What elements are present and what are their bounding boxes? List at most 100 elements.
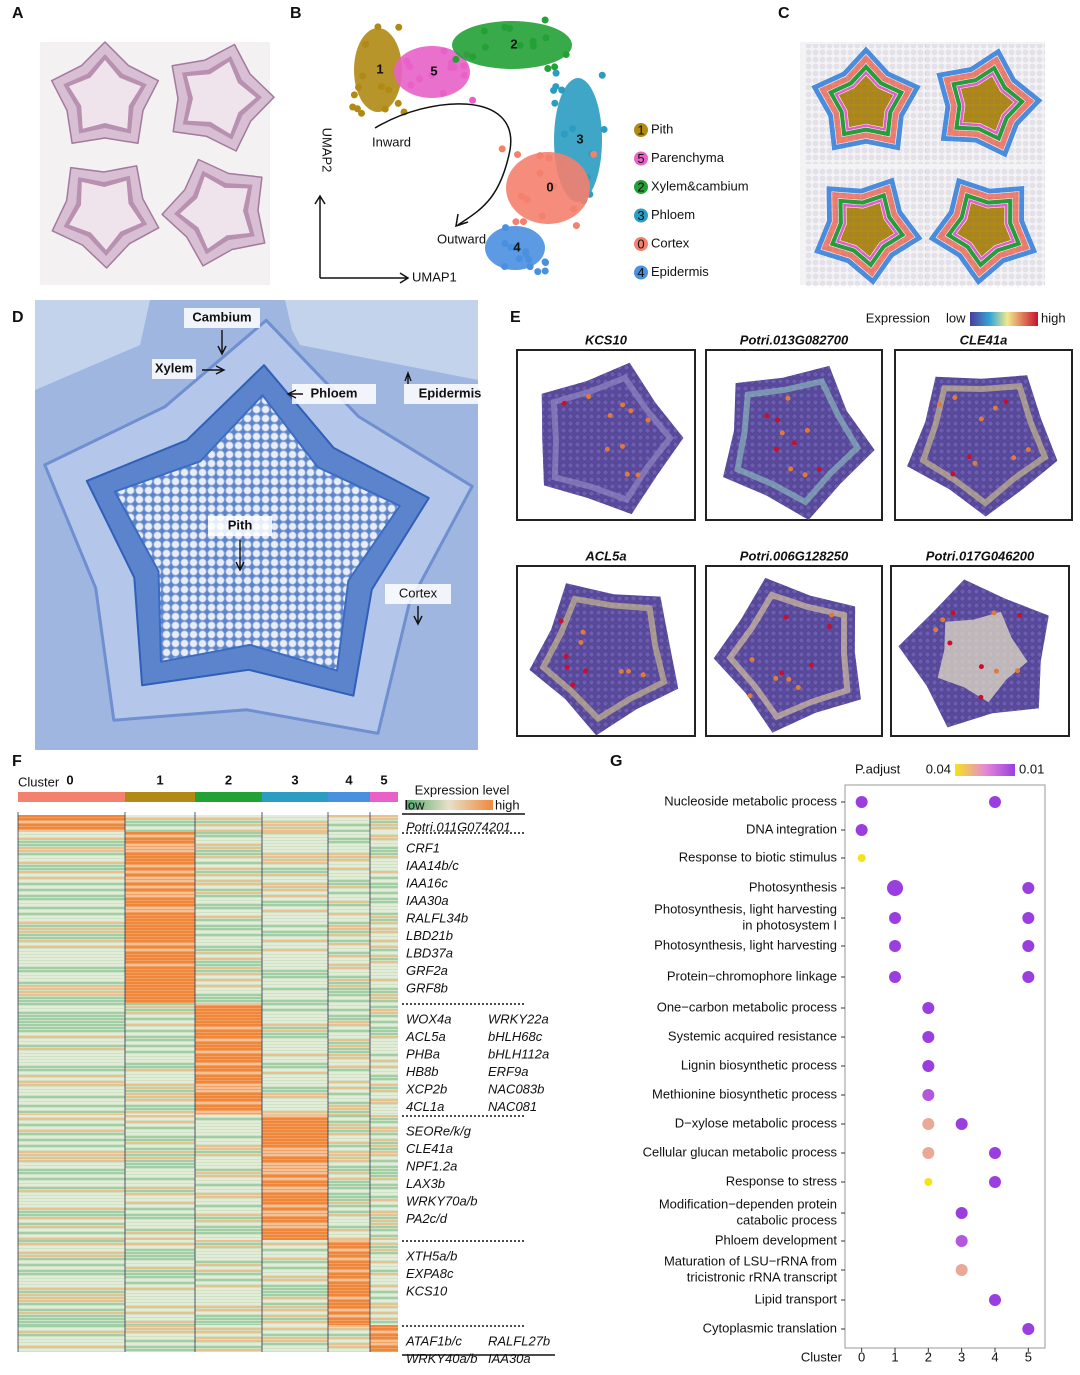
heatmap-stripe xyxy=(18,1151,125,1153)
heatmap-stripe xyxy=(262,1273,328,1275)
heatmap-stripe xyxy=(125,1090,195,1092)
hot-spot xyxy=(580,629,586,635)
heatmap-stripe xyxy=(262,1172,328,1174)
heatmap-stripe xyxy=(262,892,328,894)
heatmap-stripe xyxy=(370,1069,398,1071)
heatmap-stripe xyxy=(370,1051,398,1053)
heatmap-stripe xyxy=(328,1142,370,1144)
heatmap-stripe xyxy=(125,934,195,936)
heatmap-stripe xyxy=(328,1096,370,1098)
heatmap-stripe xyxy=(195,1030,262,1032)
heatmap-stripe xyxy=(328,1291,370,1293)
heatmap-stripe xyxy=(370,1118,398,1120)
heatmap-stripe xyxy=(328,1276,370,1278)
heatmap-stripe xyxy=(18,1136,125,1138)
heatmap-stripe xyxy=(195,1057,262,1059)
heatmap-stripe xyxy=(328,832,370,834)
heatmap-stripe xyxy=(328,1321,370,1323)
heatmap-stripe xyxy=(328,895,370,897)
heatmap-stripe xyxy=(328,940,370,942)
heatmap-stripe xyxy=(328,1151,370,1153)
heatmap-stripe xyxy=(195,1160,262,1162)
expression-zone xyxy=(550,374,674,504)
heatmap-stripe xyxy=(18,1229,125,1231)
heatmap-stripe xyxy=(125,1151,195,1153)
heatmap-stripe xyxy=(370,1312,398,1314)
heatmap-stripe xyxy=(18,976,125,978)
heatmap-stripe xyxy=(262,1264,328,1266)
hot-spot xyxy=(978,694,984,700)
heatmap-stripe xyxy=(328,1220,370,1222)
heatmap-stripe xyxy=(18,1115,125,1117)
heatmap-stripe xyxy=(18,1057,125,1059)
heatmap-stripe xyxy=(125,847,195,849)
legend-swatch xyxy=(634,208,648,223)
umap-cell xyxy=(549,182,557,190)
heatmap-stripe xyxy=(18,1187,125,1189)
heatmap-stripe xyxy=(262,883,328,885)
heatmap-stripe xyxy=(125,991,195,993)
heatmap-stripe xyxy=(195,818,262,820)
heatmap-block xyxy=(262,815,328,832)
hot-spot xyxy=(749,657,755,663)
heatmap-stripe xyxy=(195,1270,262,1272)
heatmap-stripe xyxy=(18,922,125,924)
heatmap-stripe xyxy=(18,946,125,948)
heatmap-stripe xyxy=(328,1036,370,1038)
x-tick-label: 4 xyxy=(991,1349,998,1364)
hot-spot xyxy=(628,408,634,414)
heatmap-stripe xyxy=(328,1246,370,1248)
gene-name: RALFL34b xyxy=(406,910,468,925)
gene-name: 4CL1a xyxy=(406,1099,444,1114)
heatmap-stripe xyxy=(18,1184,125,1186)
legend-swatch xyxy=(634,265,648,280)
heatmap-stripe xyxy=(370,1294,398,1296)
heatmap-stripe xyxy=(125,1033,195,1035)
heatmap-stripe xyxy=(18,943,125,945)
umap-cell xyxy=(522,250,530,258)
heatmap-stripe xyxy=(262,1202,328,1204)
heatmap-stripe xyxy=(18,1036,125,1038)
heatmap-stripe xyxy=(195,967,262,969)
heatmap-stripe xyxy=(328,865,370,867)
heatmap-stripe xyxy=(18,1003,125,1005)
heatmap-stripe xyxy=(125,880,195,882)
heatmap-stripe xyxy=(195,1297,262,1299)
heatmap-stripe xyxy=(195,1069,262,1071)
heatmap-stripe xyxy=(195,1124,262,1126)
heatmap-stripe xyxy=(18,1024,125,1026)
heatmap-stripe xyxy=(125,838,195,840)
heatmap-stripe xyxy=(195,1157,262,1159)
heatmap-stripe xyxy=(18,1090,125,1092)
heatmap-stripe xyxy=(328,1223,370,1225)
heatmap-stripe xyxy=(18,1235,125,1237)
heatmap-stripe xyxy=(125,922,195,924)
heatmap-stripe xyxy=(195,1148,262,1150)
heatmap-stripe xyxy=(195,1288,262,1290)
heatmap-stripe xyxy=(18,1060,125,1062)
heatmap-stripe xyxy=(18,916,125,918)
heatmap-stripe xyxy=(125,958,195,960)
heatmap-stripe xyxy=(125,1208,195,1210)
heatmap-stripe xyxy=(328,1294,370,1296)
dot xyxy=(1022,1323,1035,1335)
heatmap-stripe xyxy=(370,985,398,987)
heatmap-stripe xyxy=(195,1027,262,1029)
heatmap-legend-high: high xyxy=(495,797,520,812)
heatmap-stripe xyxy=(370,1226,398,1228)
legend-swatch xyxy=(634,237,648,251)
heatmap-stripe xyxy=(195,1009,262,1011)
heatmap-stripe xyxy=(125,979,195,981)
heatmap-stripe xyxy=(18,1288,125,1290)
hot-spot xyxy=(619,443,625,449)
gene-name: WRKY40a/b xyxy=(406,1351,478,1366)
heatmap-stripe xyxy=(125,1294,195,1296)
heatmap-stripe xyxy=(18,865,125,867)
heatmap-stripe xyxy=(125,1349,195,1351)
heatmap-stripe xyxy=(195,1102,262,1104)
legend-swatch xyxy=(634,151,648,166)
heatmap-stripe xyxy=(125,1315,195,1317)
cluster-bar xyxy=(328,792,370,802)
heatmap-stripe xyxy=(18,1027,125,1029)
dot xyxy=(989,796,1001,808)
